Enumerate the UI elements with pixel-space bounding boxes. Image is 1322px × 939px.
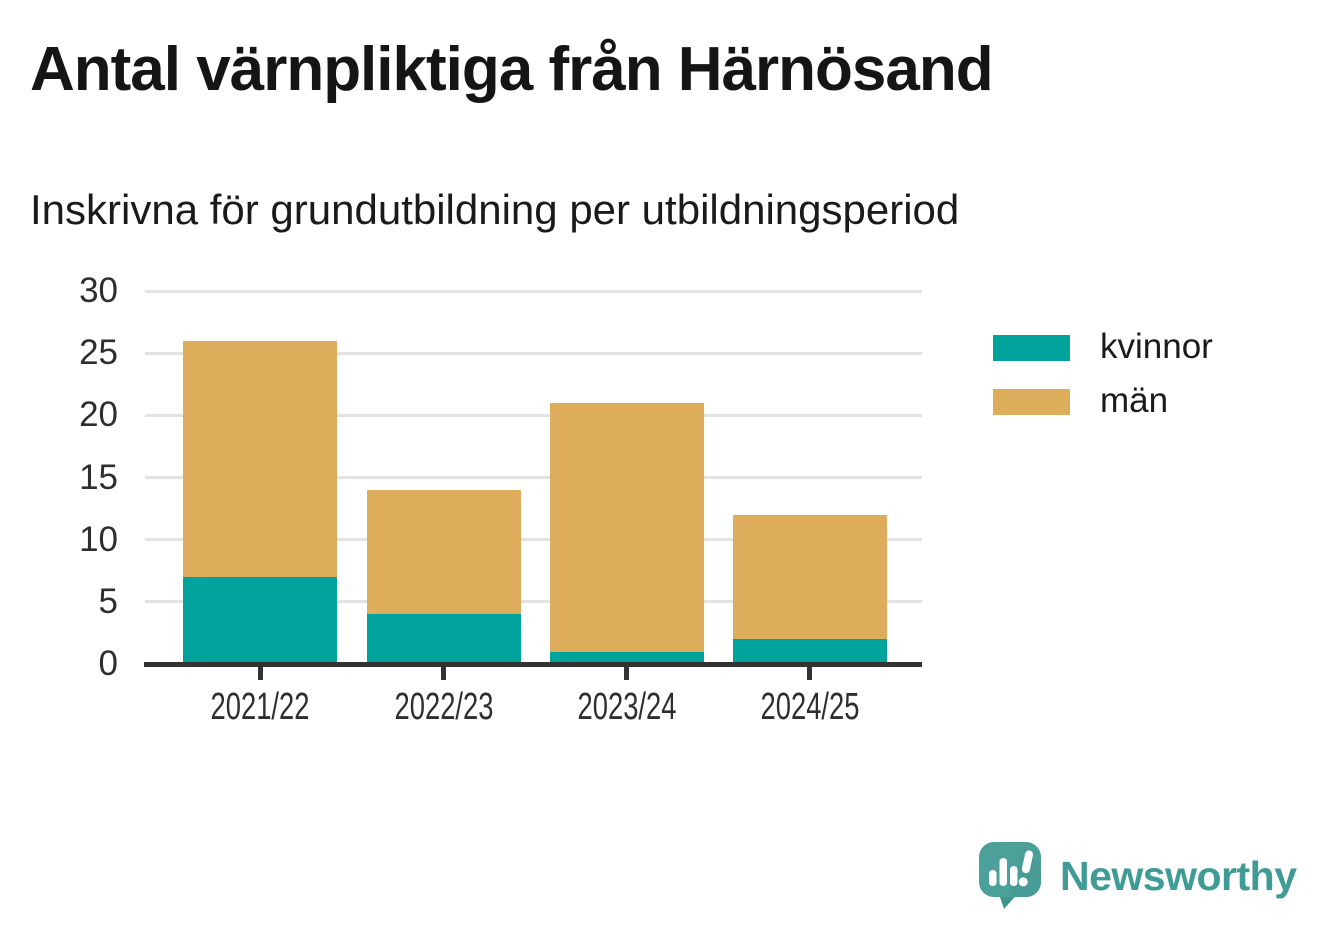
brand-name: Newsworthy [1060,852,1297,899]
x-tick-label-2021/22: 2021/22 [210,686,310,728]
bar-2023/24-män [549,402,704,652]
gridline-15 [145,476,922,479]
gridline-25 [145,351,922,355]
bar-2023/24-kvinnor [549,651,704,664]
bar-2022/23-kvinnor [366,614,521,664]
x-tick-mark-2024/25 [807,667,812,680]
y-tick-label-0: 0 [98,644,118,683]
y-tick-label-10: 10 [79,519,118,559]
y-tick-label-30: 30 [79,271,118,310]
chart-title: Antal värnpliktiga från Härnösand [30,35,994,104]
x-tick-label-2022/23: 2022/23 [394,686,493,728]
legend-label-kvinnor: kvinnor [1100,327,1213,366]
y-tick-label-20: 20 [79,395,118,435]
legend-swatch-kvinnor [993,335,1070,361]
x-tick-mark-2021/22 [257,667,263,680]
bar-2021/22-kvinnor [183,576,337,664]
gridline-30 [145,289,922,293]
legend-swatch-män [993,389,1070,415]
bar-2021/22-män [183,340,337,577]
y-tick-label-5: 5 [98,581,118,621]
bar-2022/23-män [366,489,521,615]
chart-subtitle: Inskrivna för grundutbildning per utbild… [30,186,960,233]
x-tick-mark-2023/24 [624,667,629,680]
gridline-10 [145,538,922,542]
gridline-20 [145,413,922,417]
y-tick-label-25: 25 [79,333,118,373]
y-tick-label-15: 15 [79,457,118,497]
gridline-5 [145,600,922,604]
bar-2024/25-kvinnor [732,639,887,664]
bar-2024/25-män [732,514,887,640]
x-tick-label-2023/24: 2023/24 [577,686,676,728]
x-tick-mark-2022/23 [441,667,446,680]
x-axis-line [144,662,922,667]
x-tick-label-2024/25: 2024/25 [760,686,859,728]
newsworthy-logo-icon [979,842,1041,909]
brand-logo: Newsworthy [978,841,1297,911]
legend-label-män: män [1100,381,1169,420]
